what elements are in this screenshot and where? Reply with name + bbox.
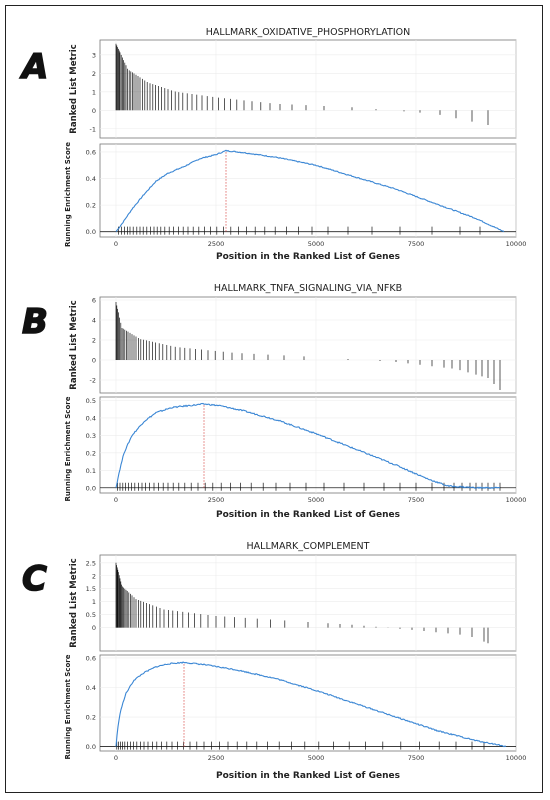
y-tick-label: 0.2 <box>86 449 96 457</box>
x-tick-label: 2500 <box>208 240 225 248</box>
panel-letter: B <box>22 302 48 342</box>
x-tick-label: 7500 <box>408 754 425 762</box>
ranked-metric-plot: -1 0 1 2 3 Ranked List Metric <box>69 39 517 139</box>
panel-a: A HALLMARK_OXIDATIVE_PHOSPHORYLATION -1 0 1 2… <box>18 27 526 262</box>
y-tick-label: 0.5 <box>86 611 96 619</box>
y-tick-label: 0.0 <box>86 484 96 492</box>
y-tick-label: 2.5 <box>86 559 96 567</box>
y-tick-label: 0 <box>92 357 96 365</box>
x-axis-label: Position in the Ranked List of Genes <box>216 510 400 520</box>
y-tick-label: 6 <box>92 297 96 305</box>
y-tick-label: 2 <box>92 337 96 345</box>
panel-letter: C <box>22 559 47 599</box>
x-tick-label: 0 <box>114 496 118 504</box>
x-tick-label: 10000 <box>506 240 527 248</box>
y-tick-label: 0.4 <box>86 684 96 692</box>
x-axis-label: Position in the Ranked List of Genes <box>216 771 400 781</box>
panel-b: B HALLMARK_TNFA_SIGNALING_VIA_NFKB -2 0 2 4 6 R… <box>21 283 526 520</box>
ranked-metric-ylabel: Ranked List Metric <box>69 44 79 133</box>
y-tick-label: 0.2 <box>86 714 96 722</box>
figure-border <box>5 5 543 793</box>
panel-title: HALLMARK_OXIDATIVE_PHOSPHORYLATION <box>206 27 410 38</box>
enrichment-ylabel: Running Enrichment Score <box>64 396 72 501</box>
ranked-metric-ylabel: Ranked List Metric <box>69 558 79 647</box>
y-tick-label: 0.1 <box>86 467 96 475</box>
ranked-metric-frame <box>99 39 517 139</box>
enrichment-ylabel: Running Enrichment Score <box>64 142 72 247</box>
running-es-line <box>115 661 507 748</box>
x-tick-label: 0 <box>114 240 118 248</box>
y-tick-label: 3 <box>92 51 96 59</box>
panel-title: HALLMARK_TNFA_SIGNALING_VIA_NFKB <box>214 283 402 294</box>
x-tick-label: 2500 <box>208 496 225 504</box>
y-tick-label: 0.6 <box>86 148 96 156</box>
y-tick-label: 2 <box>92 572 96 580</box>
panel-c: C HALLMARK_COMPLEMENT 0 0.5 1 1.5 2 2.5 Ranked L… <box>21 541 526 781</box>
enrichment-frame <box>99 396 517 494</box>
x-tick-label: 5000 <box>308 496 325 504</box>
ranked-metric-plot: -2 0 2 4 6 Ranked List Metric <box>69 296 517 394</box>
ranked-metric-plot: 0 0.5 1 1.5 2 2.5 Ranked List Metric <box>69 554 517 652</box>
y-tick-label: 0.6 <box>86 654 96 662</box>
y-tick-label: 0.4 <box>86 175 96 183</box>
y-tick-label: 0 <box>92 107 96 115</box>
y-tick-label: 4 <box>92 317 96 325</box>
y-tick-label: 0.0 <box>86 228 96 236</box>
y-tick-label: -2 <box>90 377 96 385</box>
y-tick-label: 1 <box>92 88 96 96</box>
y-tick-label: 1 <box>92 598 96 606</box>
running-es-line <box>115 149 505 233</box>
x-tick-label: 10000 <box>506 754 527 762</box>
x-tick-label: 10000 <box>506 496 527 504</box>
x-tick-label: 7500 <box>408 240 425 248</box>
y-tick-label: 0.2 <box>86 202 96 210</box>
x-tick-label: 5000 <box>308 240 325 248</box>
enrichment-plot: 0.0 0.2 0.4 0.6 0 2500 5000 7500 10000 Running En… <box>64 142 526 262</box>
y-tick-label: 0.3 <box>86 432 96 440</box>
y-tick-label: 0.4 <box>86 414 96 422</box>
panel-letter: A <box>19 47 48 87</box>
y-tick-label: 2 <box>92 70 96 78</box>
enrichment-plot: 0.0 0.1 0.2 0.3 0.4 0.5 0 2500 5000 7500 10000 Runn… <box>64 396 526 520</box>
y-tick-label: 0.5 <box>86 397 96 405</box>
ranked-metric-ylabel: Ranked List Metric <box>69 300 79 389</box>
y-tick-label: 1.5 <box>86 585 96 593</box>
x-tick-label: 5000 <box>308 754 325 762</box>
enrichment-plot: 0.0 0.2 0.4 0.6 0 2500 5000 7500 10000 Running En… <box>64 654 526 781</box>
running-es-line <box>115 402 501 490</box>
ranked-metric-frame <box>99 296 517 394</box>
y-tick-label: 0.0 <box>86 743 96 751</box>
x-tick-label: 0 <box>114 754 118 762</box>
enrichment-ylabel: Running Enrichment Score <box>64 654 72 759</box>
enrichment-frame <box>99 654 517 752</box>
x-axis-label: Position in the Ranked List of Genes <box>216 252 400 262</box>
enrichment-frame <box>99 143 517 238</box>
x-tick-label: 2500 <box>208 754 225 762</box>
ranked-metric-frame <box>99 554 517 652</box>
y-tick-label: 0 <box>92 624 96 632</box>
y-tick-label: -1 <box>90 125 96 133</box>
x-tick-label: 7500 <box>408 496 425 504</box>
panel-title: HALLMARK_COMPLEMENT <box>247 541 370 552</box>
